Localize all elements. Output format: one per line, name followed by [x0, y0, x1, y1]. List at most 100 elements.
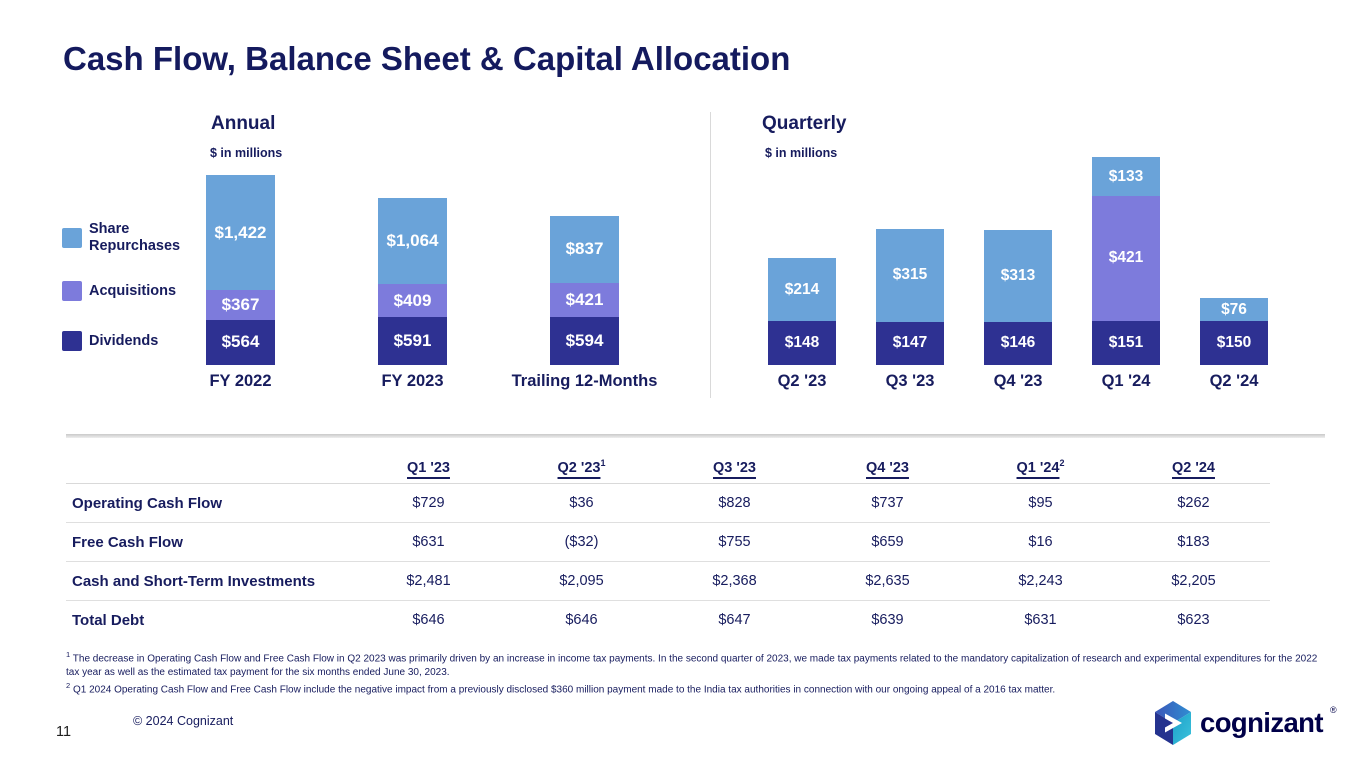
page-number: 11	[56, 724, 72, 740]
segment-share-repurchases: $837	[550, 215, 619, 284]
column-header-footnote-ref: 1	[600, 458, 606, 469]
footnote-text: The decrease in Operating Cash Flow and …	[66, 653, 1318, 678]
footnote-number: 1	[66, 650, 71, 659]
column-header-label: Q2 '23	[557, 460, 601, 476]
registered-trademark-symbol: ®	[1329, 705, 1337, 715]
bar-value-label: $146	[1000, 334, 1036, 352]
table-cell: $2,635	[865, 573, 910, 589]
table-cell: $659	[871, 534, 904, 550]
column-header-label: Q4 '23	[866, 460, 909, 476]
row-label: Total Debt	[72, 611, 145, 629]
segment-acquisitions: $421	[1092, 196, 1160, 321]
segment-share-repurchases: $76	[1200, 298, 1268, 321]
quarterly-chart-title: Quarterly	[762, 113, 847, 134]
column-header: Q2 '231	[505, 458, 658, 476]
table-cell: $16	[1028, 534, 1053, 550]
category-label: FY 2023	[381, 372, 444, 390]
segment-share-repurchases: $313	[984, 229, 1052, 322]
bar-quarterly-5: $76 $150	[1200, 298, 1268, 365]
table-cell: $2,243	[1018, 573, 1063, 589]
table-row: Operating Cash Flow $729 $36 $828 $737 $95 $26…	[66, 484, 1270, 523]
table-cell: $623	[1177, 612, 1210, 628]
table-cell: $2,205	[1171, 573, 1216, 589]
category-label: Q2 '23	[777, 372, 827, 390]
financial-table: Q1 '23 Q2 '231 Q3 '23 Q4 '23 Q1 '242 Q2 '24 Op…	[66, 449, 1270, 639]
legend-item-acquisitions: Acquisitions	[62, 281, 193, 301]
table-cell: $2,481	[406, 573, 451, 589]
annual-chart-subtitle: $ in millions	[210, 146, 283, 160]
footnote-number: 2	[66, 681, 71, 691]
bar-value-label: $594	[565, 331, 604, 351]
segment-dividends: $150	[1200, 320, 1268, 365]
bar-value-label: $367	[221, 294, 260, 314]
bar-value-label: $315	[892, 266, 928, 284]
bar-quarterly-2: $315 $147	[876, 228, 944, 365]
table-cell: $2,095	[559, 573, 604, 589]
table-cell: $262	[1177, 495, 1210, 511]
column-header-label: Q3 '23	[713, 460, 756, 476]
column-header: Q1 '23	[352, 460, 505, 476]
bar-value-label: $1,064	[386, 231, 439, 251]
cognizant-logo: cognizant ®	[1152, 700, 1337, 746]
quarterly-chart-subtitle: $ in millions	[765, 146, 838, 160]
category-label: Q4 '23	[993, 372, 1043, 390]
footnote-text: Q1 2024 Operating Cash Flow and Free Cas…	[70, 684, 1056, 696]
category-label: Q3 '23	[885, 372, 935, 390]
column-header: Q4 '23	[811, 460, 964, 476]
column-header-label: Q2 '24	[1172, 460, 1215, 476]
table-cell: $646	[412, 612, 445, 628]
table-row: Total Debt $646 $646 $647 $639 $631 $623	[66, 601, 1270, 639]
bar-quarterly-4: $133 $421 $151	[1092, 157, 1160, 365]
annual-chart: $1,422 $367 $564 FY 2022 $1,064 $409 $591 FY 20…	[206, 110, 657, 390]
footnote: 2 Q1 2024 Operating Cash Flow and Free C…	[66, 679, 1322, 697]
segment-share-repurchases: $1,422	[206, 175, 275, 290]
bar-value-label: $76	[1221, 300, 1247, 318]
footnote: 1 The decrease in Operating Cash Flow an…	[66, 648, 1322, 679]
category-label: FY 2022	[209, 372, 272, 390]
segment-dividends: $147	[876, 321, 944, 365]
table-cell: $729	[412, 495, 445, 511]
row-label: Cash and Short-Term Investments	[72, 572, 316, 590]
table-cell: $2,368	[712, 573, 757, 589]
row-label: Free Cash Flow	[72, 533, 183, 551]
bar-annual-3: $837 $421 $594	[550, 215, 619, 365]
bar-quarterly-3: $313 $146	[984, 229, 1052, 365]
table-row: Free Cash Flow $631 ($32) $755 $659 $16 $183	[66, 523, 1270, 562]
bar-value-label: $564	[221, 332, 260, 352]
segment-share-repurchases: $315	[876, 228, 944, 322]
segment-dividends: $148	[768, 321, 836, 365]
table-cell: $828	[718, 495, 751, 511]
bar-value-label: $147	[892, 334, 928, 352]
segment-dividends: $146	[984, 321, 1052, 365]
category-label: Q1 '24	[1101, 372, 1151, 390]
segment-dividends: $591	[378, 317, 447, 365]
column-header: Q3 '23	[658, 460, 811, 476]
chart-section-divider	[710, 112, 711, 398]
legend-label: Dividends	[89, 332, 159, 349]
legend-swatch	[62, 331, 82, 351]
row-label: Operating Cash Flow	[72, 494, 223, 512]
column-header: Q1 '242	[964, 458, 1117, 476]
legend-label: Share Repurchases	[89, 221, 181, 254]
bar-value-label: $1,422	[214, 222, 267, 242]
bar-value-label: $837	[565, 239, 604, 259]
bar-annual-2: $1,064 $409 $591	[378, 198, 447, 365]
table-row: Cash and Short-Term Investments $2,481 $2,…	[66, 562, 1270, 601]
bar-value-label: $214	[784, 280, 820, 298]
table-cell: $631	[412, 534, 445, 550]
segment-dividends: $594	[550, 317, 619, 365]
table-cell: $639	[871, 612, 904, 628]
bar-value-label: $313	[1000, 266, 1036, 284]
bar-value-label: $591	[393, 331, 432, 351]
cognizant-logo-icon	[1155, 701, 1191, 745]
bar-quarterly-1: $214 $148	[768, 258, 836, 365]
quarterly-chart: $214 $148 Q2 '23 $315 $147 Q3 '23 $313 $146 Q4 '…	[768, 110, 1273, 390]
bar-value-label: $409	[393, 290, 432, 310]
legend-label: Acquisitions	[89, 282, 177, 299]
legend-swatch	[62, 281, 82, 301]
table-cell: $646	[565, 612, 598, 628]
bar-value-label: $150	[1216, 333, 1252, 351]
annual-chart-title: Annual	[211, 113, 276, 134]
segment-share-repurchases: $133	[1092, 157, 1160, 197]
segment-acquisitions: $421	[550, 283, 619, 318]
